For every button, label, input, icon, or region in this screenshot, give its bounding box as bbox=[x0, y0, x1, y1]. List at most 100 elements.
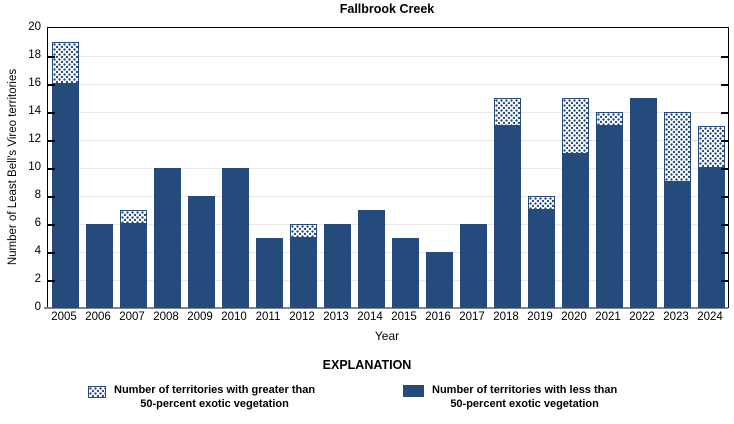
bar-dotted-2024 bbox=[697, 126, 725, 168]
bar-solid-2006 bbox=[85, 224, 113, 308]
legend-heading: EXPLANATION bbox=[322, 358, 412, 372]
y-axis-tick-left-8 bbox=[48, 196, 55, 198]
bar-solid-2013 bbox=[323, 224, 351, 308]
bar-dotted-2005 bbox=[51, 42, 79, 84]
x-tick-label-2011: 2011 bbox=[255, 311, 281, 323]
bar-solid-2021 bbox=[595, 126, 623, 308]
x-tick-label-2007: 2007 bbox=[119, 311, 145, 323]
plot-area bbox=[47, 27, 729, 308]
y-axis-tick-left-6 bbox=[48, 224, 55, 226]
y-axis-tick-left-10 bbox=[48, 168, 55, 170]
x-tick-label-2014: 2014 bbox=[357, 311, 383, 323]
y-axis-tick-left-12 bbox=[48, 140, 55, 142]
y-axis-tick-left-14 bbox=[48, 112, 55, 114]
legend-label-line2: 50-percent exotic vegetation bbox=[450, 398, 599, 410]
y-tick-label-14: 14 bbox=[28, 105, 41, 117]
y-axis-tick-right-2 bbox=[721, 280, 728, 282]
x-tick-label-2010: 2010 bbox=[221, 311, 247, 323]
bar-solid-2023 bbox=[663, 182, 691, 308]
y-tick-label-2: 2 bbox=[34, 273, 41, 285]
x-tick-label-2024: 2024 bbox=[697, 311, 723, 323]
gridline-2 bbox=[48, 280, 728, 281]
y-axis-tick-left-18 bbox=[48, 56, 55, 58]
y-tick-label-18: 18 bbox=[28, 49, 41, 61]
x-tick-label-2006: 2006 bbox=[85, 311, 111, 323]
x-tick-label-2019: 2019 bbox=[527, 311, 553, 323]
x-axis-line bbox=[44, 307, 728, 309]
y-axis-tick-right-12 bbox=[721, 140, 728, 142]
bar-solid-2018 bbox=[493, 126, 521, 308]
gridline-6 bbox=[48, 224, 728, 225]
y-axis-tick-right-4 bbox=[721, 252, 728, 254]
y-axis-tick-right-18 bbox=[721, 56, 728, 58]
gridline-14 bbox=[48, 112, 728, 113]
bar-solid-2014 bbox=[357, 210, 385, 308]
y-axis-tick-left-4 bbox=[48, 252, 55, 254]
y-tick-label-6: 6 bbox=[34, 217, 41, 229]
x-tick-label-2012: 2012 bbox=[289, 311, 315, 323]
bar-solid-2022 bbox=[629, 98, 657, 308]
x-tick-label-2015: 2015 bbox=[391, 311, 417, 323]
gridline-18 bbox=[48, 56, 728, 57]
gridline-4 bbox=[48, 252, 728, 253]
y-axis-tick-left-2 bbox=[48, 280, 55, 282]
legend-label-line2: 50-percent exotic vegetation bbox=[140, 398, 289, 410]
bar-solid-2016 bbox=[425, 252, 453, 308]
bar-dotted-2020 bbox=[561, 98, 589, 154]
bar-dotted-2012 bbox=[289, 224, 317, 238]
chart-title: Fallbrook Creek bbox=[339, 2, 435, 16]
dotted-pattern-swatch bbox=[88, 386, 106, 398]
y-tick-label-8: 8 bbox=[34, 189, 41, 201]
y-tick-label-4: 4 bbox=[34, 245, 41, 257]
legend-label-less-than-50: Number of territories with less than 50-… bbox=[432, 383, 617, 411]
x-tick-label-2022: 2022 bbox=[629, 311, 655, 323]
x-tick-label-2008: 2008 bbox=[153, 311, 179, 323]
solid-blue-swatch bbox=[403, 385, 424, 397]
x-tick-label-2009: 2009 bbox=[187, 311, 213, 323]
y-axis-tick-left-16 bbox=[48, 84, 55, 86]
bar-solid-2011 bbox=[255, 238, 283, 308]
y-tick-label-16: 16 bbox=[28, 77, 41, 89]
legend-label-line1: Number of territories with greater than bbox=[114, 384, 316, 396]
bar-solid-2017 bbox=[459, 224, 487, 308]
bar-solid-2007 bbox=[119, 224, 147, 308]
bar-solid-2024 bbox=[697, 168, 725, 308]
legend-item-less-than-50: Number of territories with less than 50-… bbox=[403, 383, 617, 411]
x-axis-title: Year bbox=[374, 329, 400, 343]
bar-solid-2005 bbox=[51, 84, 79, 308]
bar-solid-2008 bbox=[153, 168, 181, 308]
x-tick-label-2020: 2020 bbox=[561, 311, 587, 323]
x-tick-label-2018: 2018 bbox=[493, 311, 519, 323]
gridline-10 bbox=[48, 168, 728, 169]
y-tick-label-0: 0 bbox=[34, 301, 41, 313]
y-axis-tick-right-16 bbox=[721, 84, 728, 86]
gridline-16 bbox=[48, 84, 728, 85]
bar-solid-2012 bbox=[289, 238, 317, 308]
x-tick-label-2021: 2021 bbox=[595, 311, 621, 323]
bar-dotted-2018 bbox=[493, 98, 521, 126]
y-axis-tick-right-6 bbox=[721, 224, 728, 226]
bar-dotted-2007 bbox=[119, 210, 147, 224]
y-axis-tick-right-8 bbox=[721, 196, 728, 198]
y-axis-tick-right-10 bbox=[721, 168, 728, 170]
bar-dotted-2019 bbox=[527, 196, 555, 210]
bar-solid-2015 bbox=[391, 238, 419, 308]
x-tick-label-2013: 2013 bbox=[323, 311, 349, 323]
bar-solid-2020 bbox=[561, 154, 589, 308]
y-tick-label-10: 10 bbox=[28, 161, 41, 173]
x-tick-label-2005: 2005 bbox=[51, 311, 77, 323]
y-tick-label-20: 20 bbox=[28, 21, 41, 33]
gridline-12 bbox=[48, 140, 728, 141]
legend-item-greater-than-50: Number of territories with greater than … bbox=[88, 383, 315, 411]
bar-dotted-2023 bbox=[663, 112, 691, 182]
x-tick-label-2017: 2017 bbox=[459, 311, 485, 323]
y-axis-tick-right-14 bbox=[721, 112, 728, 114]
legend-label-greater-than-50: Number of territories with greater than … bbox=[114, 383, 315, 411]
x-tick-label-2016: 2016 bbox=[425, 311, 451, 323]
bar-dotted-2021 bbox=[595, 112, 623, 126]
gridline-8 bbox=[48, 196, 728, 197]
bar-solid-2019 bbox=[527, 210, 555, 308]
bar-solid-2010 bbox=[221, 168, 249, 308]
bar-solid-2009 bbox=[187, 196, 215, 308]
